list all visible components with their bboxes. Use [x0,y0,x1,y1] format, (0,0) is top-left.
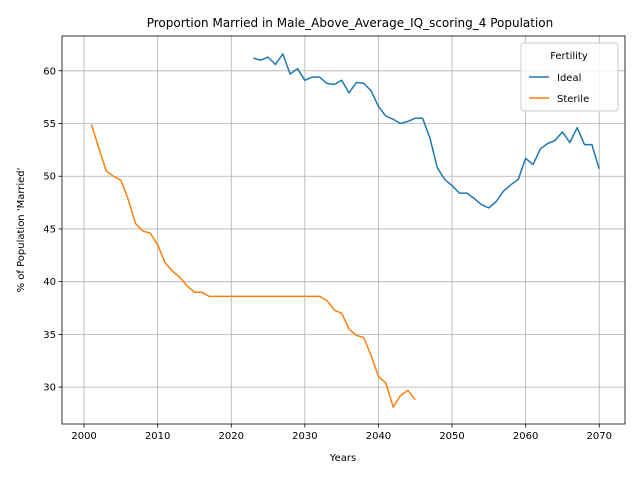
y-tick-label: 60 [43,66,56,77]
x-tick-label: 2010 [145,431,170,442]
x-tick-label: 2020 [219,431,244,442]
legend: Fertility Ideal Sterile [520,42,619,112]
plot-frame [61,35,626,425]
x-tick-label: 2040 [366,431,391,442]
legend-title: Fertility [550,51,588,62]
series-line-ideal [253,53,600,209]
y-tick-label: 30 [43,383,56,394]
x-axis-ticks: 2000 2010 2020 2030 2040 2050 2060 2070 [71,424,612,442]
y-tick-label: 40 [43,277,56,288]
series-lines [90,53,600,408]
legend-entry-sterile: Sterile [557,94,589,105]
legend-entry-ideal: Ideal [557,73,581,84]
chart-title: Proportion Married in Male_Above_Average… [147,16,554,30]
x-axis-label: Years [329,453,356,464]
y-axis-label: % of Population 'Married' [16,168,27,293]
x-tick-label: 2060 [513,431,538,442]
y-axis-ticks: 30 35 40 45 50 55 60 [43,66,62,394]
x-tick-label: 2070 [587,431,612,442]
x-tick-label: 2030 [292,431,317,442]
legend-box [520,42,619,112]
y-tick-label: 45 [43,224,56,235]
x-tick-label: 2050 [439,431,464,442]
x-tick-label: 2000 [71,431,96,442]
y-tick-label: 55 [43,119,56,130]
y-tick-label: 50 [43,172,56,183]
y-tick-label: 35 [43,330,56,341]
series-line-sterile [90,124,416,408]
